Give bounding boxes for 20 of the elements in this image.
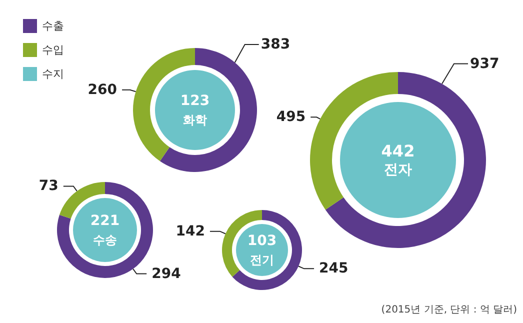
slice-label: 수송 <box>93 233 117 247</box>
text: 103 <box>247 233 277 249</box>
text: 221 <box>90 213 120 229</box>
data-label: 294 <box>152 266 182 282</box>
text: (2015년 기준, 단위 : 억 달러) <box>381 304 518 316</box>
data-label: 383 <box>260 36 290 53</box>
slice-label: 전기 <box>250 253 274 267</box>
slice-label: 전자 <box>384 162 412 178</box>
text: 123 <box>180 93 210 109</box>
data-label: 260 <box>88 82 118 98</box>
data-label: 142 <box>176 223 205 240</box>
data-label: 245 <box>319 260 348 277</box>
data-label: 937 <box>470 56 500 72</box>
text: 442 <box>381 142 415 160</box>
data-label: 495 <box>276 109 306 126</box>
legend-label: 수출 <box>42 20 64 32</box>
data-label: 73 <box>38 178 58 194</box>
legend-label: 수지 <box>42 68 64 80</box>
slice-label: 화학 <box>183 113 207 127</box>
legend-label: 수입 <box>42 44 64 56</box>
